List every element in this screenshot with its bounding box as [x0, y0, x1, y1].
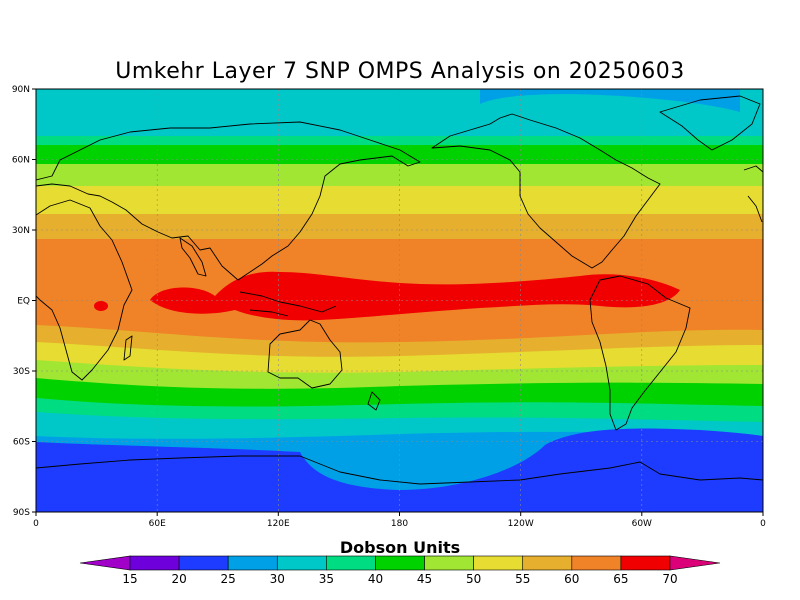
- lon-label-60e: 60E: [149, 519, 166, 529]
- coastlines: [36, 95, 763, 485]
- lon-labels: 0 60E 120E 180 120W 60W 0: [33, 519, 766, 529]
- axis-ticks: [32, 88, 764, 516]
- lat-label-30n: 30N: [12, 226, 30, 236]
- lat-label-90n: 90N: [12, 85, 30, 95]
- colorbar-label: 40: [368, 572, 383, 586]
- coast-madagascar: [123, 335, 133, 361]
- colorbar-swatch: [522, 555, 573, 571]
- lon-label-180: 180: [391, 519, 408, 529]
- colorbar-label: 20: [171, 572, 186, 586]
- tropical-max-pacific: [150, 271, 680, 321]
- colorbar-label: 55: [515, 572, 530, 586]
- lat-label-90s: 90S: [13, 508, 30, 518]
- lon-label-120e: 120E: [267, 519, 290, 529]
- lon-label-0-west: 0: [33, 519, 39, 529]
- tropical-max-africa: [94, 301, 108, 311]
- colorbar-label: 50: [466, 572, 481, 586]
- map-title: Umkehr Layer 7 SNP OMPS Analysis on 2025…: [115, 59, 685, 84]
- colorbar-swatch: [129, 555, 180, 571]
- colorbar-label: 35: [319, 572, 334, 586]
- colorbar-swatch: [375, 555, 425, 571]
- grid-lines: [36, 89, 763, 512]
- colorbar-label: 25: [221, 572, 236, 586]
- coast-australia: [267, 319, 343, 389]
- coast-indonesia: [239, 291, 337, 317]
- lat-label-30s: 30S: [13, 367, 30, 377]
- colorbar-label: 70: [662, 572, 677, 586]
- coast-antarctica: [36, 455, 763, 485]
- colorbar-swatch: [571, 555, 622, 571]
- coast-greenland: [659, 95, 761, 151]
- colorbar-label: 45: [417, 572, 432, 586]
- arctic-low: [480, 89, 740, 112]
- colorbar-arrow-high: [669, 555, 721, 571]
- band-antarctic: [36, 428, 763, 512]
- colorbar-swatch: [473, 555, 524, 571]
- coast-africa: [36, 199, 133, 381]
- coast-eurasia: [36, 121, 421, 281]
- colorbar-swatch: [620, 555, 671, 571]
- colorbar: 15 20 25 30 35 40 45 50 55 60 65 70: [79, 555, 721, 586]
- lon-label-60w: 60W: [632, 519, 652, 529]
- lat-label-60n: 60N: [12, 156, 30, 166]
- colorbar-swatch: [326, 555, 376, 571]
- lon-label-120w: 120W: [508, 519, 534, 529]
- coast-europe-west: [743, 165, 763, 223]
- lat-label-60s: 60S: [13, 438, 30, 448]
- colorbar-swatch: [178, 555, 229, 571]
- colorbar-label: 65: [613, 572, 628, 586]
- lat-labels: 90N 60N 30N EQ 30S 60S 90S: [12, 85, 30, 518]
- lon-label-0-east: 0: [760, 519, 766, 529]
- colorbar-swatch: [227, 555, 278, 571]
- coast-south-america: [589, 275, 691, 431]
- colorbar-swatch: [276, 555, 327, 571]
- coast-nz: [367, 391, 381, 411]
- coast-north-america: [431, 113, 661, 269]
- colorbar-title: Dobson Units: [340, 538, 460, 557]
- colorbar-label: 15: [122, 572, 137, 586]
- lat-label-eq: EQ: [17, 297, 30, 307]
- coast-india: [179, 237, 207, 277]
- colorbar-arrow-low: [79, 555, 131, 571]
- colorbar-label: 30: [270, 572, 285, 586]
- colorbar-swatch: [424, 555, 474, 571]
- colorbar-label: 60: [564, 572, 579, 586]
